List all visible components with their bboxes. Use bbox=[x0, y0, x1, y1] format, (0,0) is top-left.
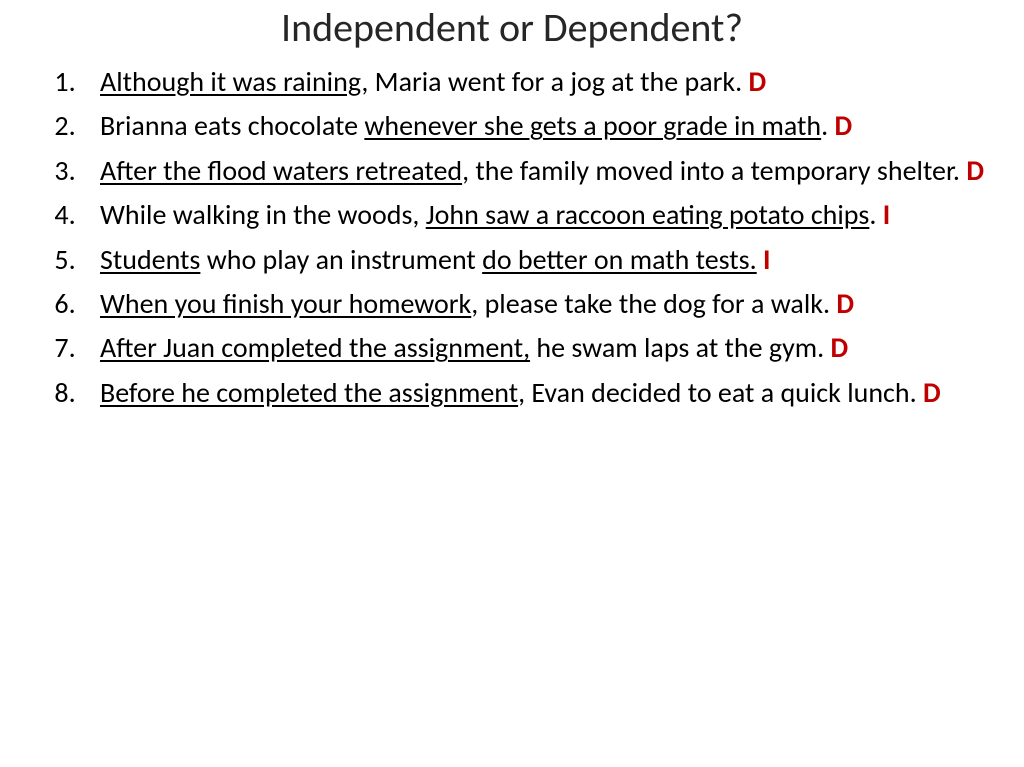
sentence-text: . bbox=[869, 197, 882, 232]
sentence-text: , Maria went for a jog at the park. bbox=[361, 64, 748, 99]
sentence-text: , please take the dog for a walk. bbox=[471, 286, 836, 321]
answer-letter: D bbox=[835, 108, 853, 143]
answer-letter: I bbox=[883, 197, 890, 232]
list-item: When you finish your homework, please ta… bbox=[82, 286, 1000, 322]
answer-letter: D bbox=[923, 375, 941, 410]
list-item: Before he completed the assignment, Evan… bbox=[82, 375, 1000, 411]
underlined-clause: John saw a raccoon eating potato chips bbox=[426, 197, 870, 232]
list-item: After Juan completed the assignment, he … bbox=[82, 330, 1000, 366]
sentence-text: While walking in the woods, bbox=[100, 197, 426, 232]
sentence-text: , the family moved into a temporary shel… bbox=[462, 153, 966, 188]
question-list: Although it was raining, Maria went for … bbox=[24, 64, 1000, 411]
list-item: Students who play an instrument do bette… bbox=[82, 242, 1000, 278]
list-item: Brianna eats chocolate whenever she gets… bbox=[82, 108, 1000, 144]
list-item: After the flood waters retreated, the fa… bbox=[82, 153, 1000, 189]
sentence-text: who play an instrument bbox=[200, 242, 482, 277]
underlined-clause: When you finish your homework bbox=[100, 286, 471, 321]
underlined-clause: do better on math tests. bbox=[482, 242, 757, 277]
underlined-clause: After the flood waters retreated bbox=[100, 153, 462, 188]
answer-letter: D bbox=[836, 286, 854, 321]
list-item: Although it was raining, Maria went for … bbox=[82, 64, 1000, 100]
list-item: While walking in the woods, John saw a r… bbox=[82, 197, 1000, 233]
underlined-clause: Students bbox=[100, 242, 200, 277]
sentence-text: he swam laps at the gym. bbox=[530, 330, 830, 365]
slide-title: Independent or Dependent? bbox=[24, 6, 1000, 50]
underlined-clause: Before he completed the assignment bbox=[100, 375, 518, 410]
sentence-text: , Evan decided to eat a quick lunch. bbox=[518, 375, 923, 410]
answer-letter: D bbox=[749, 64, 767, 99]
answer-letter: D bbox=[831, 330, 849, 365]
answer-letter: I bbox=[763, 242, 770, 277]
sentence-text: Brianna eats chocolate bbox=[100, 108, 364, 143]
slide: Independent or Dependent? Although it wa… bbox=[0, 0, 1024, 767]
underlined-clause: After Juan completed the assignment, bbox=[100, 330, 530, 365]
sentence-text: . bbox=[821, 108, 834, 143]
underlined-clause: whenever she gets a poor grade in math bbox=[364, 108, 821, 143]
answer-letter: D bbox=[966, 153, 984, 188]
underlined-clause: Although it was raining bbox=[100, 64, 361, 99]
